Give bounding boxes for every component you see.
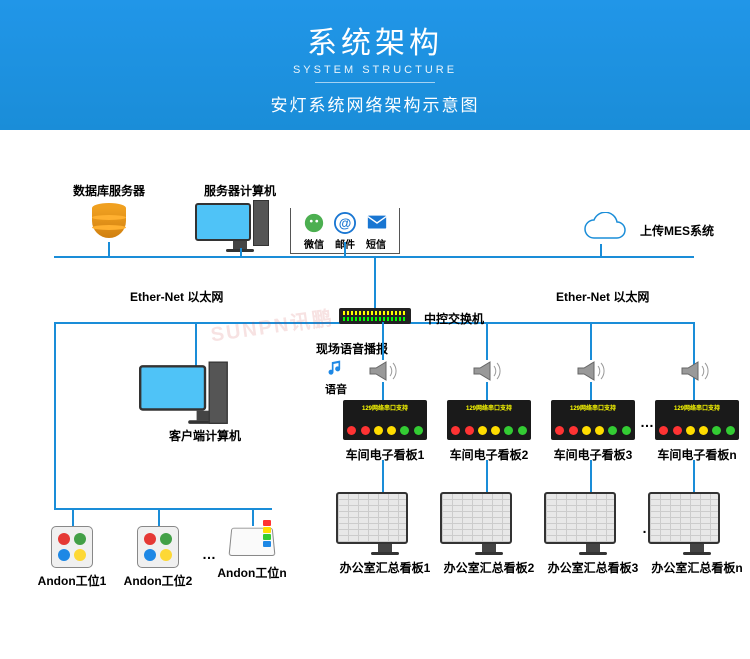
ethernet-left: Ether-Net 以太网 [130, 288, 223, 305]
andon-station-1: Andon工位1 [30, 526, 114, 589]
workshop-panel-2: 129网络串口支持 车间电子看板2 [444, 400, 534, 463]
c4-dash-drop [693, 460, 695, 492]
switch-label: 中控交换机 [424, 310, 484, 327]
wb1-label: 车间电子看板1 [340, 446, 430, 463]
music-icon [326, 358, 346, 378]
db-drop [108, 242, 110, 256]
cloud-node [566, 212, 636, 244]
ob2-label: 办公室汇总看板2 [440, 559, 538, 576]
andon-bus [54, 508, 272, 510]
c2-dash-drop [486, 460, 488, 492]
andon-box-icon [51, 526, 93, 568]
speaker-icon [680, 360, 710, 382]
monitor-icon [195, 203, 285, 252]
switch-node [330, 308, 420, 324]
client-label: 客户端计算机 [150, 427, 260, 444]
office-dashboard-1: 办公室汇总看板1 [336, 492, 434, 576]
server-label: 服务器计算机 [195, 182, 285, 199]
office-dashboard-3: 办公室汇总看板3 [544, 492, 642, 576]
andon-panel-icon: 129网络串口支持 [343, 400, 427, 440]
voice-label: 语音 [316, 381, 356, 397]
c3-pnl-drop [590, 382, 592, 400]
andon2-label: Andon工位2 [116, 572, 200, 589]
workshop-panel-1: 129网络串口支持 车间电子看板1 [340, 400, 430, 463]
office-dashboard-2: 办公室汇总看板2 [440, 492, 538, 576]
switch-icon [339, 308, 411, 324]
andon-station-2: Andon工位2 [116, 526, 200, 589]
sms-icon [366, 212, 388, 234]
c2-spk-drop [486, 322, 488, 360]
comm-drop [344, 242, 346, 256]
dashboard-icon [440, 492, 538, 555]
cloud-icon [573, 212, 629, 244]
server-drop [240, 248, 242, 256]
andon-box-icon [137, 526, 179, 568]
voice-broadcast-label: 现场语音播报 [316, 340, 388, 357]
c1-dash-drop [382, 460, 384, 492]
subtitle-en: SYSTEM STRUCTURE [0, 64, 750, 76]
wb3-label: 车间电子看板3 [548, 446, 638, 463]
database-icon [92, 203, 126, 243]
description: 安灯系统网络架构示意图 [0, 91, 750, 116]
mes-label: 上传MES系统 [640, 222, 714, 239]
header: 系统架构 SYSTEM STRUCTURE 安灯系统网络架构示意图 [0, 0, 750, 130]
svg-text:@: @ [339, 216, 352, 231]
speaker-icon [472, 360, 502, 382]
c1-spk-drop [382, 322, 384, 360]
divider [315, 82, 435, 83]
dashboard-icon [544, 492, 642, 555]
ob1-label: 办公室汇总看板1 [336, 559, 434, 576]
server-pc-node: 服务器计算机 [195, 182, 285, 252]
obn-label: 办公室汇总看板n [648, 559, 746, 576]
client-pc-node: 客户端计算机 [150, 370, 260, 444]
andon-station-n: Andon工位n [210, 526, 294, 581]
workshop-panel-n: 129网络串口支持 车间电子看板n [652, 400, 742, 463]
diagram-canvas: 数据库服务器 服务器计算机 @ 微信 邮件 短信 上传MES系统 中控交换机 E… [0, 130, 750, 659]
c3-spk-drop [590, 322, 592, 360]
c2-pnl-drop [486, 382, 488, 400]
andon2-drop [158, 508, 160, 526]
office-dashboard-n: 办公室汇总看板n [648, 492, 746, 576]
sms-label: 短信 [366, 236, 386, 251]
wbn-label: 车间电子看板n [652, 446, 742, 463]
wb2-label: 车间电子看板2 [444, 446, 534, 463]
andon-panel-icon: 129网络串口支持 [551, 400, 635, 440]
cloud-drop [600, 244, 602, 256]
c4-pnl-drop [693, 382, 695, 400]
left-vert [54, 322, 56, 508]
db-label: 数据库服务器 [64, 182, 154, 199]
dashboard-icon [336, 492, 434, 555]
dashboard-icon [648, 492, 746, 555]
signal-tower-icon [263, 520, 271, 548]
andon3-drop [252, 508, 254, 526]
c3-dash-drop [590, 460, 592, 492]
title: 系统架构 [0, 18, 750, 62]
wechat-icon [303, 212, 325, 234]
ethernet-right: Ether-Net 以太网 [556, 288, 649, 305]
workshop-panel-3: 129网络串口支持 车间电子看板3 [548, 400, 638, 463]
andon1-drop [72, 508, 74, 526]
client-monitor-icon [139, 365, 271, 424]
wechat-label: 微信 [304, 236, 324, 251]
andon-panel-icon: 129网络串口支持 [655, 400, 739, 440]
andon-panel-icon: 129网络串口支持 [447, 400, 531, 440]
andonn-label: Andon工位n [210, 564, 294, 581]
andon1-label: Andon工位1 [30, 572, 114, 589]
speaker-icon [576, 360, 606, 382]
c1-pnl-drop [382, 382, 384, 400]
speaker-icon [368, 360, 398, 382]
client-drop [195, 322, 197, 370]
ob3-label: 办公室汇总看板3 [544, 559, 642, 576]
database-server-node: 数据库服务器 [64, 182, 154, 243]
voice-node: 语音 [316, 358, 356, 397]
mail-icon: @ [334, 212, 356, 234]
